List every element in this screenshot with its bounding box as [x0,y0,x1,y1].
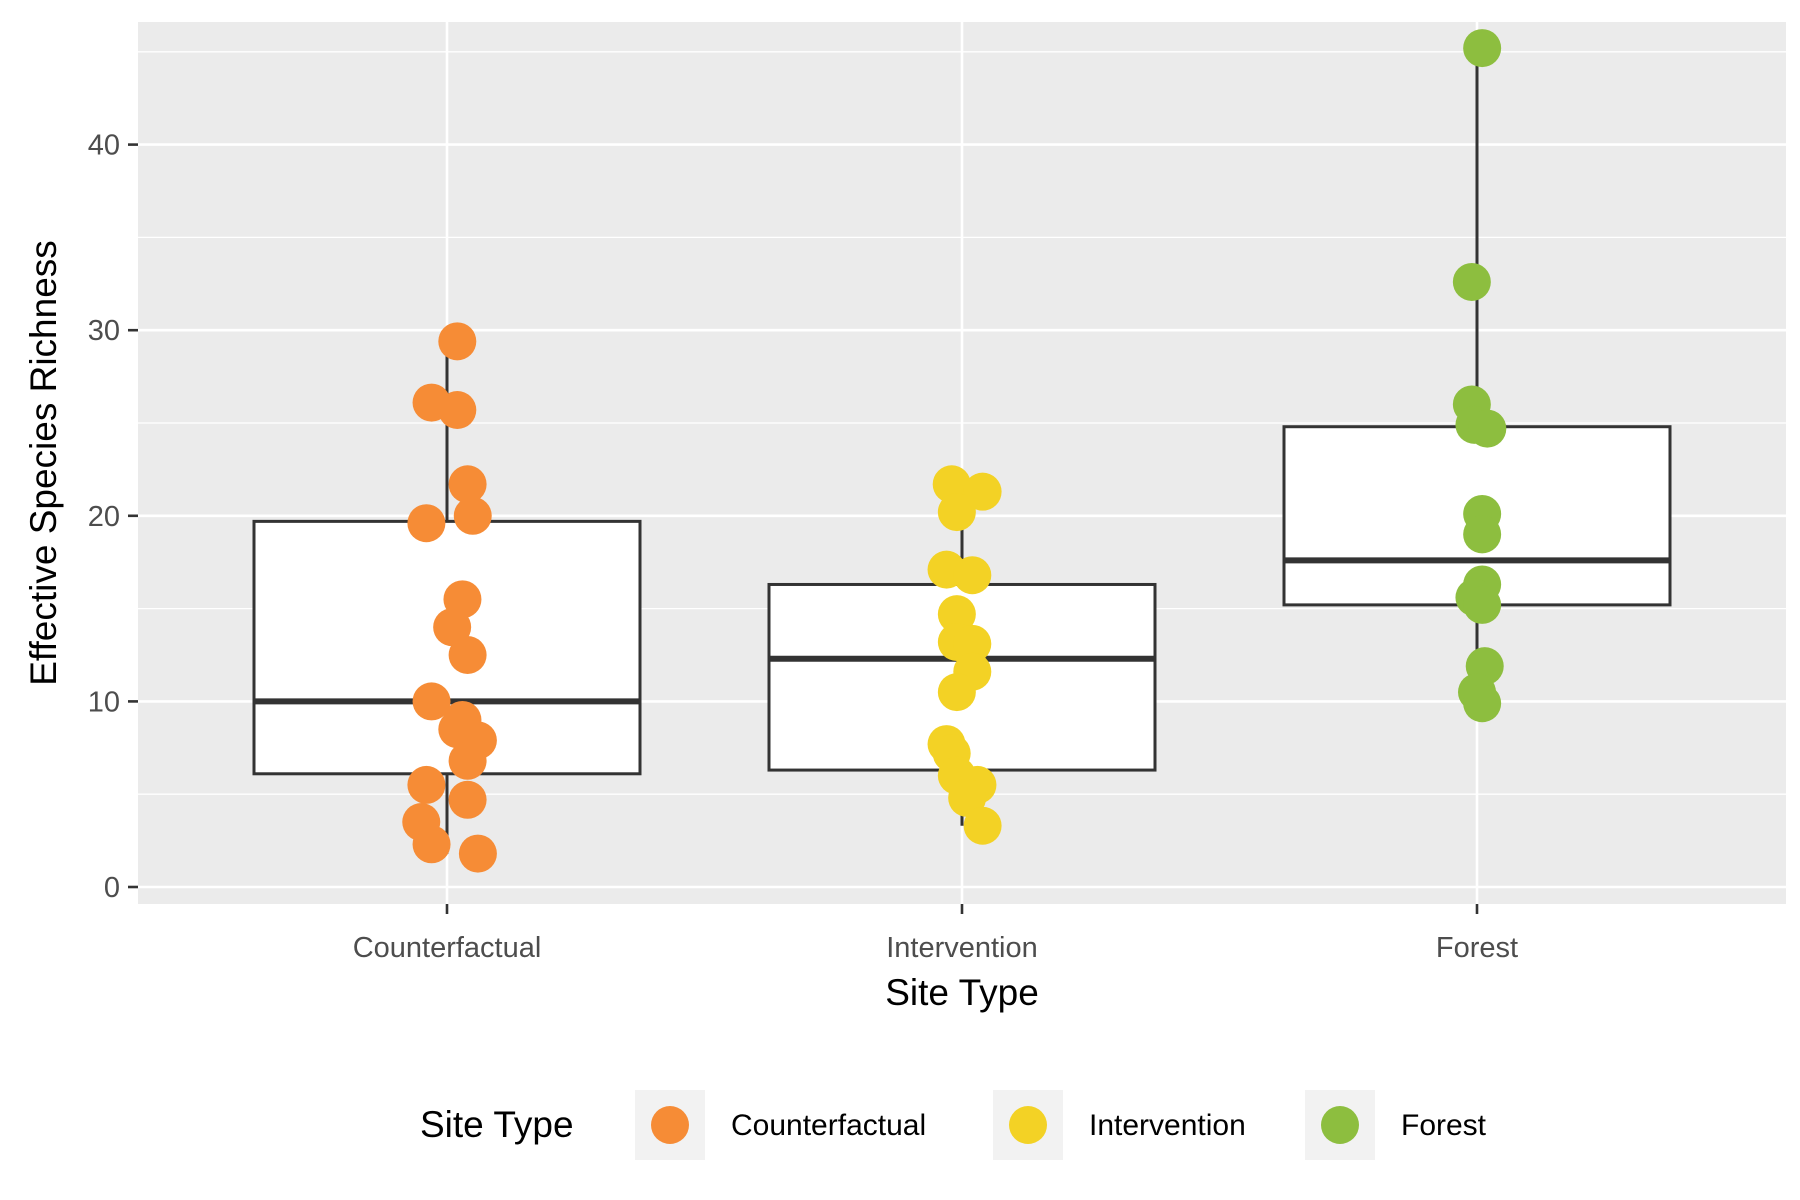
x-axis-title: Site Type [885,972,1039,1013]
y-axis-title: Effective Species Richness [23,240,64,686]
data-point [433,608,472,647]
data-points [402,29,1507,873]
y-tick-label: 30 [88,315,120,347]
y-tick-label: 10 [88,686,120,718]
data-point [458,834,497,873]
data-point [438,391,477,430]
data-point [448,636,487,674]
data-point [1463,515,1502,554]
legend: Site Type Counterfactual Intervention Fore… [420,1090,1487,1160]
y-tick-label: 40 [88,130,120,162]
data-point [448,741,487,780]
y-tick-label: 0 [104,872,120,904]
data-point [412,682,451,721]
data-point [1452,262,1491,301]
legend-swatch [1321,1106,1359,1144]
x-tick-label: Counterfactual [353,932,542,964]
data-point [438,322,477,361]
data-point [448,465,487,504]
data-point [1463,684,1502,723]
data-point [407,765,446,804]
data-point [937,595,976,634]
y-axis: 0 10 20 30 40 [88,130,138,904]
data-point [453,496,492,535]
legend-swatch [1009,1106,1047,1144]
legend-swatch [651,1106,689,1144]
x-axis: Counterfactual Intervention Forest [353,904,1518,964]
data-point [1463,585,1502,624]
x-tick-label: Forest [1436,932,1518,964]
data-point [953,556,992,595]
y-tick-label: 20 [88,501,120,533]
legend-label: Counterfactual [731,1109,926,1142]
legend-label: Intervention [1089,1109,1246,1142]
data-point [937,493,976,532]
data-point [963,472,1002,511]
data-point [1463,29,1502,68]
data-point [963,806,1002,845]
data-point [448,780,487,819]
data-point [1468,409,1507,448]
data-point [937,673,976,712]
data-point [407,504,446,543]
data-point [953,624,992,663]
x-tick-label: Intervention [886,932,1038,964]
legend-label: Forest [1401,1109,1487,1142]
legend-title: Site Type [420,1104,574,1145]
data-point [412,825,451,864]
data-point [948,778,987,817]
